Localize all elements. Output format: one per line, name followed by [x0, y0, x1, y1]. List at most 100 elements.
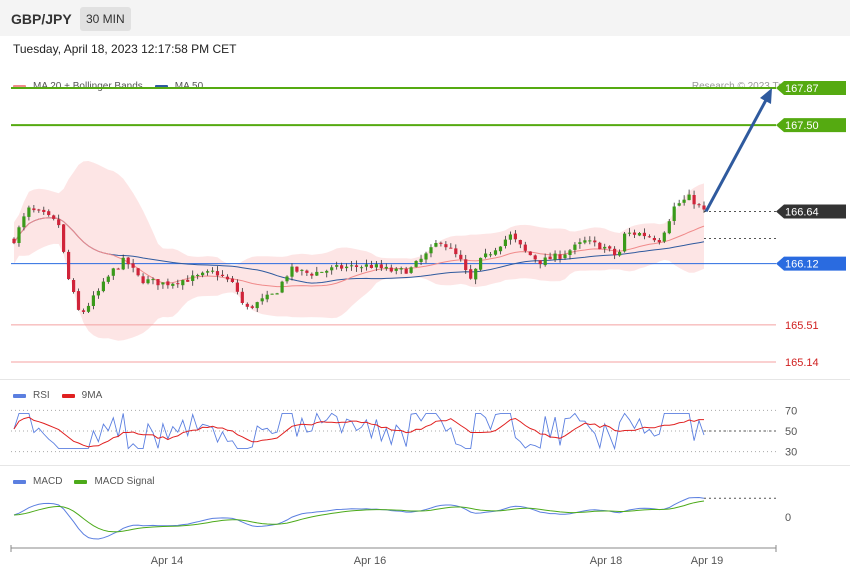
candle-body: [687, 194, 691, 201]
candle-body: [503, 239, 507, 246]
candle-body: [191, 275, 195, 281]
candle-body: [578, 242, 582, 244]
level-tag-167.87: [776, 81, 846, 96]
rsi-legend-label: RSI: [33, 390, 50, 401]
ma50-line: [13, 217, 705, 284]
candle-body: [330, 267, 334, 271]
candle-body: [568, 250, 572, 255]
candle-body: [533, 255, 537, 260]
candle-body: [230, 278, 234, 282]
candle-body: [131, 263, 135, 268]
rsi-ma-line: [13, 416, 704, 448]
candle-body: [409, 267, 413, 273]
candle-body: [17, 227, 21, 243]
candle-body: [72, 280, 76, 292]
candle-body: [270, 293, 274, 295]
level-tag-166.64: [776, 204, 846, 219]
candle-body: [379, 264, 383, 269]
candle-body: [305, 270, 309, 273]
candle-body: [439, 242, 443, 244]
candle-body: [141, 276, 145, 284]
candle-body: [702, 205, 706, 210]
candle-body: [553, 253, 557, 260]
candle-body: [76, 291, 81, 310]
candle-body: [682, 199, 686, 203]
candle-body: [573, 244, 577, 250]
candle-body: [156, 279, 160, 286]
level-tag-167.50: [776, 118, 846, 133]
header-bar: GBP/JPY 30 MIN: [0, 0, 850, 36]
candle-body: [350, 265, 354, 267]
candle-body: [67, 251, 71, 280]
candle-body: [662, 232, 666, 242]
candle-body: [111, 268, 115, 276]
candle-body: [220, 274, 225, 276]
bollinger-band: [14, 161, 704, 341]
candle-body: [171, 283, 175, 286]
candle-body: [623, 233, 627, 252]
candle-body: [47, 211, 51, 215]
candle-body: [493, 250, 498, 255]
macd-signal-legend-label: MACD Signal: [94, 476, 155, 487]
candle-body: [265, 294, 269, 300]
candle-body: [498, 246, 503, 252]
level-label-165.14: 165.14: [785, 357, 819, 369]
candle-body: [583, 240, 587, 243]
candle-body: [603, 246, 607, 249]
candle-body: [399, 268, 403, 270]
ma20-swatch: [13, 84, 26, 89]
candle-body: [627, 232, 632, 234]
timeframe-button[interactable]: 30 MIN: [80, 7, 131, 31]
candle-body: [364, 264, 368, 267]
candle-body: [647, 236, 651, 238]
candle-body: [508, 234, 512, 240]
candle-body: [310, 273, 314, 276]
macd-signal-swatch: [74, 479, 88, 484]
candle-body: [176, 283, 180, 285]
candle-body: [295, 266, 299, 272]
candle-body: [618, 251, 622, 256]
macd-swatch: [13, 479, 26, 484]
x-tick-label: Apr 14: [151, 555, 183, 567]
candle-body: [692, 195, 696, 205]
macd-legend-label: MACD: [33, 476, 63, 487]
ma50-legend-label: MA 50: [174, 81, 204, 92]
level-label-167.87: 167.87: [785, 83, 819, 95]
symbol-label: GBP/JPY: [11, 11, 72, 27]
candle-body: [91, 295, 95, 306]
candle-body: [325, 270, 329, 273]
candle-body: [27, 207, 31, 217]
candle-body: [369, 264, 373, 268]
candle-body: [101, 281, 105, 292]
candle-body: [593, 240, 597, 243]
candle-body: [240, 291, 244, 303]
candle-body: [459, 254, 463, 260]
candle-body: [81, 310, 86, 312]
candle-body: [608, 246, 612, 249]
candle-body: [300, 269, 304, 271]
macd-zero-label: 0: [785, 512, 791, 524]
candle-body: [538, 260, 542, 265]
projection-arrow-head: [760, 88, 772, 105]
candle-body: [315, 271, 319, 276]
candle-body: [96, 290, 100, 296]
candle-body: [642, 232, 646, 237]
candle-body: [488, 254, 493, 256]
price-panel-divider: [0, 379, 850, 380]
candle-body: [389, 267, 393, 272]
candle-body: [523, 244, 527, 251]
candle-body: [588, 240, 592, 242]
candle-body: [528, 251, 532, 256]
candle-body: [22, 216, 26, 228]
candle-body: [657, 240, 661, 243]
candle-body: [434, 243, 438, 247]
candle-body: [414, 261, 418, 267]
candle-body: [121, 257, 125, 270]
rsi-ma-legend-label: 9MA: [81, 390, 103, 401]
datetime-label: Tuesday, April 18, 2023 12:17:58 PM CET: [13, 42, 237, 56]
candle-body: [62, 224, 66, 252]
level-tag-166.12: [776, 256, 846, 271]
candle-body: [146, 279, 150, 284]
candle-body: [42, 209, 46, 212]
